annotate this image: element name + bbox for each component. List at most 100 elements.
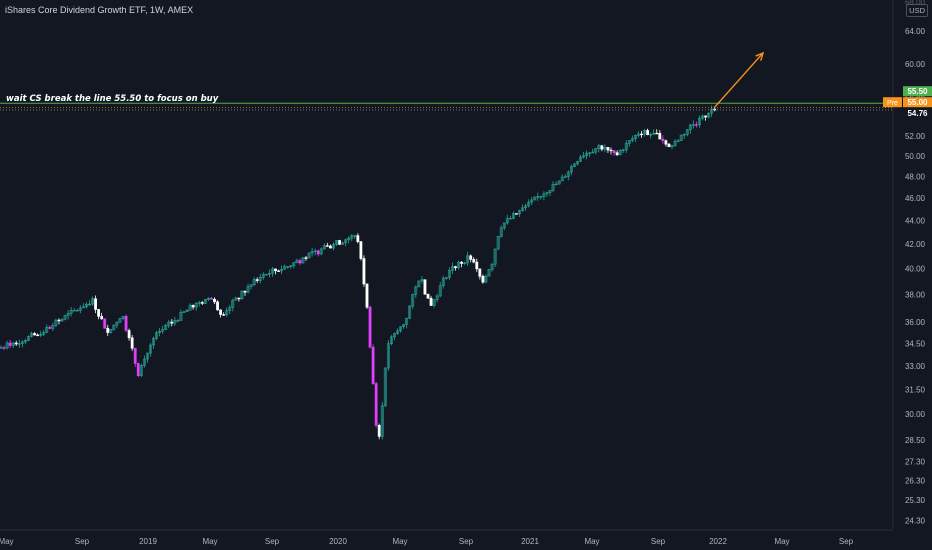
candle-body (127, 330, 131, 339)
candle-body (222, 314, 226, 316)
x-tick-label: 2020 (329, 537, 347, 546)
candle-body (313, 250, 317, 252)
candle-body (557, 180, 561, 185)
candle-body (14, 342, 18, 345)
candle-body (179, 311, 183, 321)
y-tick-label: 68.00 (905, 0, 926, 7)
candle-body (267, 272, 271, 275)
candle-body (469, 255, 473, 260)
currency-badge[interactable]: USD (906, 4, 928, 17)
y-tick-label: 52.00 (905, 132, 926, 141)
candle-body (182, 311, 186, 313)
candle-body (466, 255, 470, 264)
candle-body (142, 358, 146, 366)
candle-body (155, 332, 158, 339)
candle-body (0, 347, 3, 349)
y-tick-label: 46.00 (905, 194, 926, 203)
candle-body (316, 250, 320, 255)
candle-body (560, 176, 564, 182)
candle-body (441, 278, 445, 287)
candle-body (698, 117, 701, 126)
candle-body (231, 299, 235, 308)
price-axis[interactable]: 64.0060.0056.0052.0050.0048.0046.0044.00… (905, 0, 926, 526)
candle-body (393, 333, 396, 338)
candle-body (63, 315, 67, 320)
candle-body (386, 343, 390, 369)
candle-body (170, 321, 174, 324)
price-label: 55.00 (907, 98, 928, 107)
candle-body (484, 275, 488, 283)
candle-body (600, 145, 604, 150)
candle-body (621, 149, 625, 152)
candle-body (542, 193, 546, 197)
chart-title: iShares Core Dividend Growth ETF, 1W, AM… (5, 5, 194, 15)
candle-body (301, 257, 305, 264)
trend-arrow[interactable] (713, 51, 765, 109)
candle-body (682, 134, 686, 136)
candle-body (219, 309, 223, 315)
candle-body (411, 294, 415, 307)
candle-body (408, 305, 412, 319)
candle-body (252, 279, 256, 286)
candle-body (124, 316, 128, 331)
candle-body (78, 307, 82, 311)
candle-body (502, 222, 506, 229)
candle-body (438, 285, 442, 297)
y-tick-label: 44.00 (905, 217, 926, 226)
candle-body (359, 241, 363, 259)
y-tick-label: 64.00 (905, 27, 926, 36)
candle-body (518, 210, 521, 215)
candle-body (588, 152, 592, 154)
candle-body (478, 268, 482, 277)
candle-body (637, 133, 640, 136)
y-tick-label: 27.30 (905, 458, 926, 467)
x-tick-label: Sep (839, 537, 854, 546)
candle-body (85, 304, 88, 308)
candle-body (691, 124, 695, 126)
candle-body (261, 274, 265, 278)
candle-body (292, 262, 296, 267)
candle-body (374, 383, 378, 426)
candle-body (661, 138, 665, 142)
candle-body (426, 293, 430, 299)
candle-body (51, 325, 55, 329)
candle-body (524, 205, 528, 209)
price-label-bg (903, 97, 932, 108)
candle-body (149, 344, 152, 354)
candle-body (42, 332, 46, 335)
candle-body (633, 135, 637, 139)
candle-body (185, 309, 189, 313)
candle-body (399, 326, 402, 332)
candle-body (106, 327, 110, 333)
time-axis[interactable]: May Sep 2019 May Sep 2020 May Sep 2021 May Sep 2022… (0, 537, 854, 546)
candle-body (27, 336, 30, 341)
candle-body (203, 299, 207, 304)
candle-body (521, 207, 524, 211)
candle-body (380, 405, 384, 437)
candle-body (365, 283, 369, 308)
candle-body (539, 196, 543, 198)
candle-body (112, 324, 116, 330)
candle-body (121, 316, 125, 319)
annotation-text[interactable]: wait CS break the line 55.50 to focus on… (6, 94, 219, 104)
x-tick-label: Sep (265, 537, 280, 546)
candle-body (322, 245, 326, 250)
candle-body (33, 333, 36, 336)
candle-body (17, 343, 21, 345)
y-tick-label: 40.00 (905, 265, 926, 274)
candle-body (694, 124, 698, 126)
candle-body (582, 155, 585, 158)
candle-body (432, 299, 436, 306)
candle-body (274, 268, 277, 272)
candle-body (655, 132, 659, 135)
candle-body (48, 326, 52, 329)
candle-body (362, 258, 366, 285)
candle-body (325, 245, 329, 247)
candle-body (39, 334, 43, 336)
candle-body (234, 297, 238, 301)
candle-body (454, 266, 457, 269)
candle-body (383, 367, 387, 407)
candle-body (627, 140, 631, 144)
candle-body (389, 336, 393, 344)
